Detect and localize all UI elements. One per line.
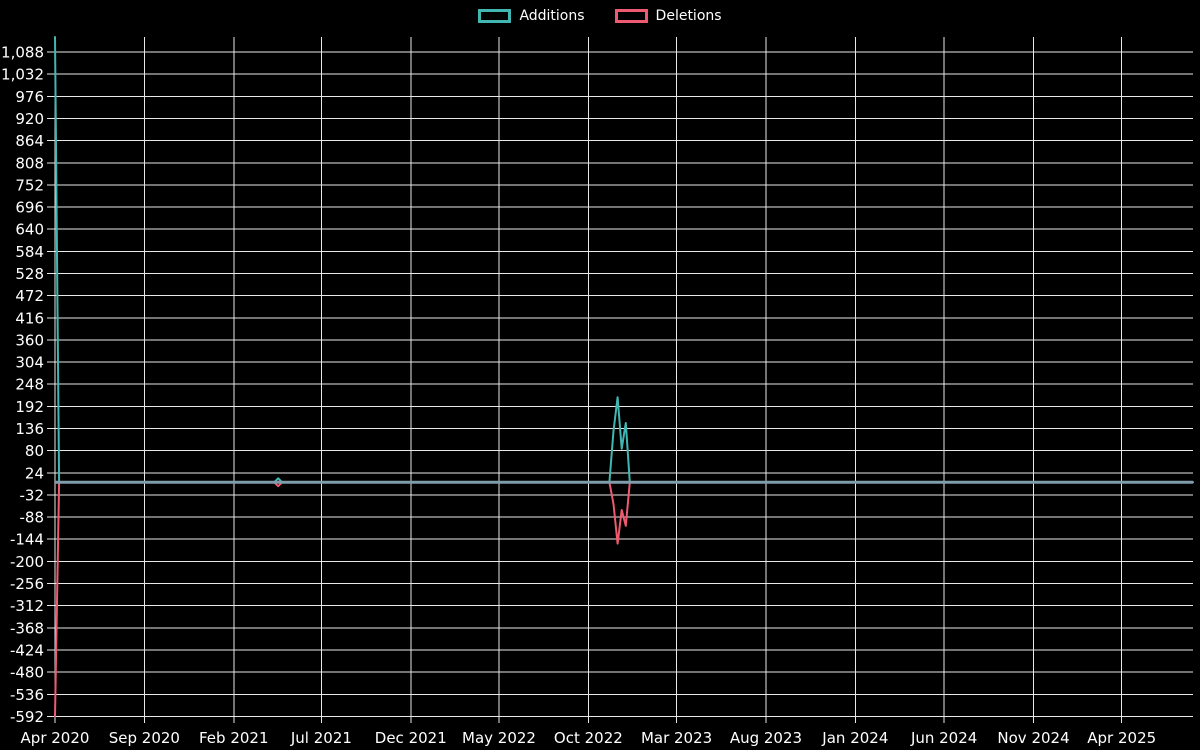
v-gridlines [54, 37, 1123, 723]
x-tick-label: Jul 2021 [290, 729, 352, 747]
y-tick-label: 192 [15, 398, 44, 416]
x-tick-label: Apr 2025 [1087, 729, 1156, 747]
y-tick-label: -536 [10, 686, 44, 704]
y-tick-label: 976 [15, 88, 44, 106]
y-tick-label: -32 [20, 486, 45, 504]
y-tick-label: 248 [15, 376, 44, 394]
y-tick-label: 136 [15, 420, 44, 438]
legend-label-additions: Additions [519, 8, 585, 24]
x-tick-label: Oct 2022 [554, 729, 623, 747]
y-tick-label: 640 [15, 221, 44, 239]
y-tick-label: 360 [15, 331, 44, 349]
x-tick-label: Nov 2024 [997, 729, 1069, 747]
x-tick-label: Mar 2023 [641, 729, 712, 747]
x-tick-label: Jun 2024 [910, 729, 977, 747]
y-tick-label: -256 [10, 575, 44, 593]
additions-swatch-icon [478, 9, 512, 23]
y-tick-label: 696 [15, 199, 44, 217]
x-axis-labels: Apr 2020 Sep 2020 Feb 2021 Jul 2021 Dec 2021… [21, 729, 1157, 747]
chart-legend: Additions Deletions [0, 8, 1200, 24]
x-tick-label: Dec 2021 [375, 729, 447, 747]
y-tick-label: -88 [20, 509, 45, 527]
x-tick-label: May 2022 [462, 729, 536, 747]
y-axis-labels: -592 -536 -480 -424 -368 -312 -256 -200 -144 -88 -… [1, 44, 44, 726]
y-tick-label: 808 [15, 154, 44, 172]
y-tick-label: -480 [10, 664, 44, 682]
legend-item-additions[interactable]: Additions [478, 8, 585, 24]
h-gridlines [47, 51, 1193, 717]
y-tick-label: -424 [10, 641, 44, 659]
x-tick-label: Feb 2021 [199, 729, 269, 747]
x-tick-label: Apr 2020 [21, 729, 90, 747]
y-tick-label: 24 [25, 464, 44, 482]
y-tick-label: -368 [10, 619, 44, 637]
y-tick-label: 584 [15, 243, 44, 261]
y-tick-label: -144 [10, 531, 44, 549]
y-tick-label: 752 [15, 176, 44, 194]
y-tick-label: 304 [15, 354, 44, 372]
x-tick-label: Aug 2023 [730, 729, 802, 747]
y-tick-label: -312 [10, 597, 44, 615]
x-tick-label: Jan 2024 [821, 729, 888, 747]
x-tick-label: Sep 2020 [109, 729, 180, 747]
y-tick-label: -200 [10, 553, 44, 571]
legend-item-deletions[interactable]: Deletions [614, 8, 722, 24]
deletions-swatch-icon [614, 9, 648, 23]
y-tick-label: 864 [15, 132, 44, 150]
y-tick-label: 920 [15, 110, 44, 128]
y-tick-label: 528 [15, 265, 44, 283]
legend-label-deletions: Deletions [655, 8, 722, 24]
y-tick-label: 416 [15, 309, 44, 327]
y-tick-label: 1,032 [1, 66, 44, 84]
y-tick-label: 80 [25, 442, 44, 460]
series-additions-line [54, 36, 1194, 484]
y-tick-label: 1,088 [1, 44, 44, 62]
y-tick-label: -592 [10, 708, 44, 726]
y-tick-label: 472 [15, 287, 44, 305]
